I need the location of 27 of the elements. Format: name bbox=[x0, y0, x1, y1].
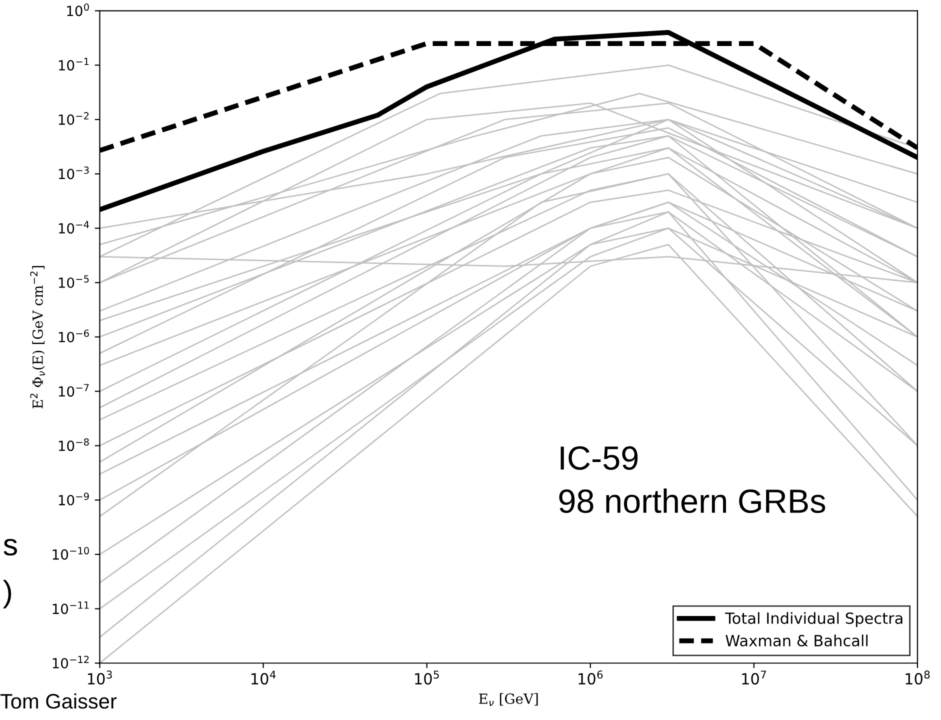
legend-label: Total Individual Spectra bbox=[725, 612, 902, 627]
x-tick-label: 10$^{8}$ bbox=[906, 670, 930, 685]
y-tick-label: 10$^{−3}$ bbox=[58, 166, 89, 180]
y-tick-label: 10$^{−8}$ bbox=[58, 438, 89, 452]
y-tick-label: 10$^{−4}$ bbox=[58, 221, 89, 234]
x-tick-label: 10$^{3}$ bbox=[88, 670, 112, 685]
text: s bbox=[4, 538, 17, 556]
y-tick-label: 10$^{−1}$ bbox=[58, 58, 89, 71]
y-tick-label: 10$^{−9}$ bbox=[58, 492, 89, 506]
x-tick-label: 10$^{7}$ bbox=[742, 670, 766, 685]
legend-label: Waxman & Bahcall bbox=[726, 634, 868, 646]
y-axis-title: E$^{2}$ Φ$_{ν}$(E) [GeV cm$^{−2}$] bbox=[30, 266, 45, 408]
text: ) bbox=[3, 580, 12, 608]
y-tick-label: 10$^{−6}$ bbox=[58, 330, 89, 342]
y-tick-label: 10$^{−12}$ bbox=[52, 656, 89, 668]
text: Tom Gaisser bbox=[0, 693, 117, 709]
x-tick-label: 10$^{5}$ bbox=[415, 670, 439, 685]
x-tick-label: 10$^{6}$ bbox=[578, 670, 603, 685]
y-tick-label: 10$^{−5}$ bbox=[58, 275, 89, 288]
y-tick-label: 10$^{−11}$ bbox=[52, 602, 89, 614]
y-tick-label: 10$^{0}$ bbox=[67, 3, 89, 16]
x-tick-label: 10$^{4}$ bbox=[252, 670, 276, 685]
y-tick-label: 10$^{−2}$ bbox=[58, 112, 89, 125]
y-tick-label: 10$^{−10}$ bbox=[52, 547, 89, 560]
y-tick-label: 10$^{−7}$ bbox=[58, 384, 89, 397]
annotation: IC-59 98 northern GRBs bbox=[559, 446, 826, 514]
x-axis-title: E$_{ν}$ [GeV] bbox=[479, 693, 538, 706]
